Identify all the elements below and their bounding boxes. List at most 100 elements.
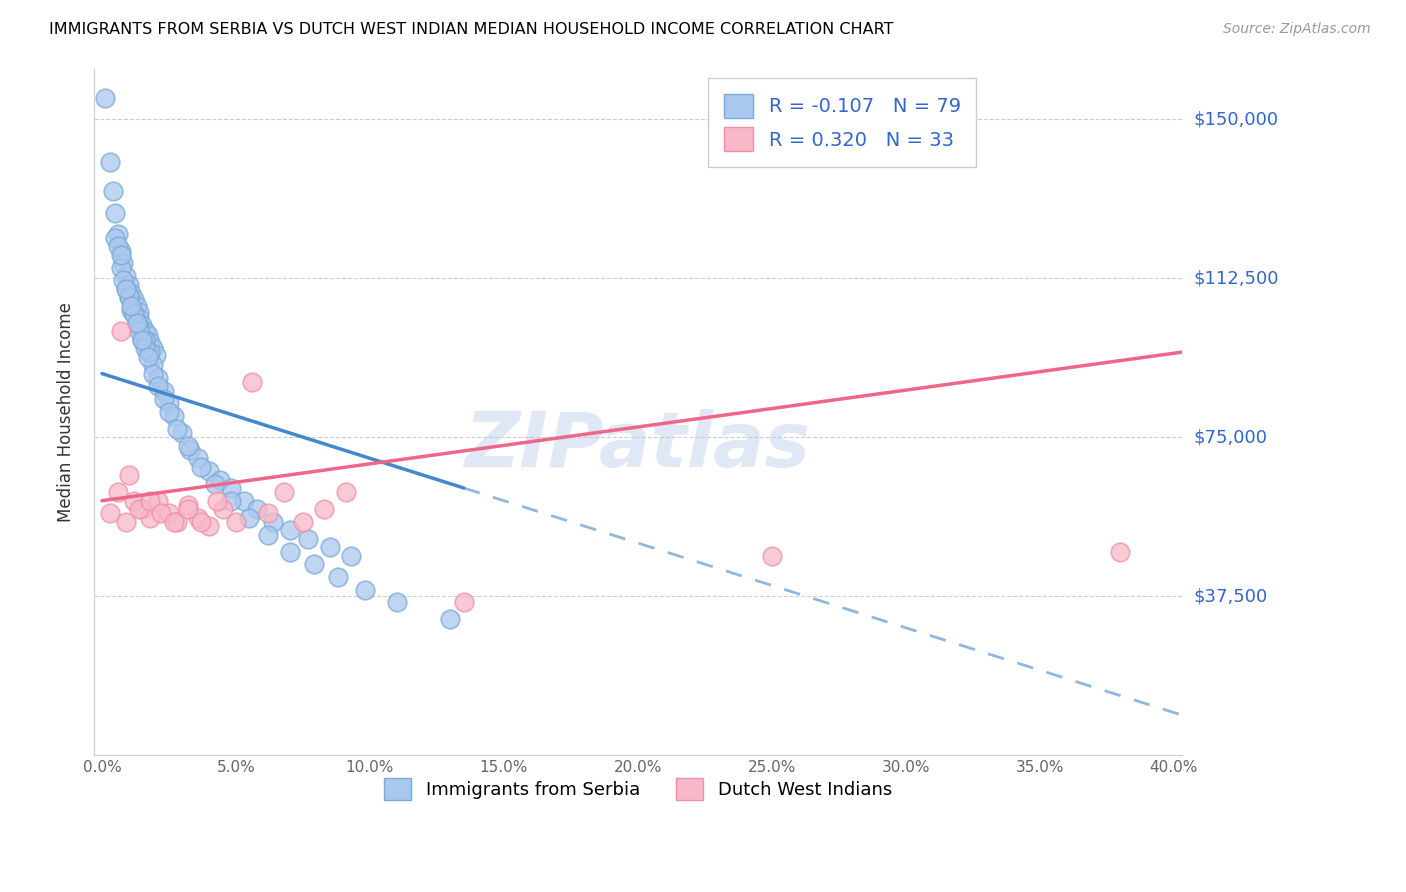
Point — [125, 299, 148, 313]
Point — [118, 277, 141, 292]
Point — [273, 485, 295, 500]
Point — [131, 333, 153, 347]
Text: $112,500: $112,500 — [1194, 269, 1278, 287]
Point — [172, 425, 194, 440]
Point — [157, 396, 180, 410]
Point — [136, 328, 159, 343]
Point — [148, 379, 170, 393]
Point — [163, 515, 186, 529]
Point — [198, 464, 221, 478]
Point — [128, 320, 150, 334]
Point — [136, 350, 159, 364]
Point — [166, 515, 188, 529]
Point — [120, 303, 142, 318]
Point — [142, 367, 165, 381]
Point — [246, 502, 269, 516]
Point — [145, 347, 167, 361]
Point — [98, 154, 121, 169]
Point — [263, 515, 285, 529]
Point — [302, 558, 325, 572]
Point — [142, 341, 165, 355]
Point — [211, 502, 233, 516]
Point — [205, 493, 228, 508]
Point — [110, 324, 132, 338]
Text: $75,000: $75,000 — [1194, 428, 1267, 446]
Point — [115, 515, 138, 529]
Point — [110, 248, 132, 262]
Point — [118, 290, 141, 304]
Point — [314, 502, 336, 516]
Text: ZIPatlas: ZIPatlas — [465, 409, 811, 483]
Point — [128, 502, 150, 516]
Point — [340, 549, 363, 563]
Point — [131, 318, 153, 332]
Point — [139, 493, 162, 508]
Point — [177, 439, 200, 453]
Point — [204, 476, 226, 491]
Text: $150,000: $150,000 — [1194, 111, 1278, 128]
Point — [882, 120, 904, 135]
Point — [131, 502, 153, 516]
Point — [122, 493, 145, 508]
Point — [225, 515, 247, 529]
Point — [257, 507, 280, 521]
Point — [134, 341, 156, 355]
Point — [148, 371, 170, 385]
Point — [139, 510, 162, 524]
Point — [104, 205, 127, 219]
Point — [110, 244, 132, 258]
Point — [198, 519, 221, 533]
Point — [101, 185, 124, 199]
Point — [190, 515, 212, 529]
Point — [257, 527, 280, 541]
Point — [278, 544, 301, 558]
Point — [439, 612, 461, 626]
Legend: Immigrants from Serbia, Dutch West Indians: Immigrants from Serbia, Dutch West India… — [370, 764, 907, 814]
Point — [120, 286, 142, 301]
Point — [219, 493, 242, 508]
Point — [335, 485, 357, 500]
Text: IMMIGRANTS FROM SERBIA VS DUTCH WEST INDIAN MEDIAN HOUSEHOLD INCOME CORRELATION : IMMIGRANTS FROM SERBIA VS DUTCH WEST IND… — [49, 22, 894, 37]
Point — [104, 231, 127, 245]
Point — [166, 422, 188, 436]
Point — [297, 532, 319, 546]
Point — [238, 510, 260, 524]
Point — [219, 481, 242, 495]
Point — [122, 293, 145, 307]
Point — [134, 324, 156, 338]
Point — [291, 515, 314, 529]
Point — [115, 269, 138, 284]
Point — [142, 358, 165, 372]
Text: $37,500: $37,500 — [1194, 587, 1267, 605]
Point — [157, 507, 180, 521]
Point — [125, 316, 148, 330]
Point — [240, 375, 263, 389]
Point — [1109, 544, 1132, 558]
Point — [278, 524, 301, 538]
Point — [93, 91, 115, 105]
Point — [98, 507, 121, 521]
Point — [149, 507, 172, 521]
Point — [128, 305, 150, 319]
Point — [190, 459, 212, 474]
Point — [125, 316, 148, 330]
Point — [233, 493, 256, 508]
Point — [120, 299, 142, 313]
Text: Source: ZipAtlas.com: Source: ZipAtlas.com — [1223, 22, 1371, 37]
Point — [128, 324, 150, 338]
Point — [148, 493, 170, 508]
Point — [122, 307, 145, 321]
Point — [107, 227, 129, 241]
Point — [131, 333, 153, 347]
Point — [157, 405, 180, 419]
Point — [319, 541, 342, 555]
Point — [177, 502, 200, 516]
Point — [177, 498, 200, 512]
Point — [326, 570, 349, 584]
Point — [136, 345, 159, 359]
Point — [385, 595, 408, 609]
Point — [139, 345, 162, 359]
Point — [152, 384, 174, 398]
Point — [134, 333, 156, 347]
Point — [118, 468, 141, 483]
